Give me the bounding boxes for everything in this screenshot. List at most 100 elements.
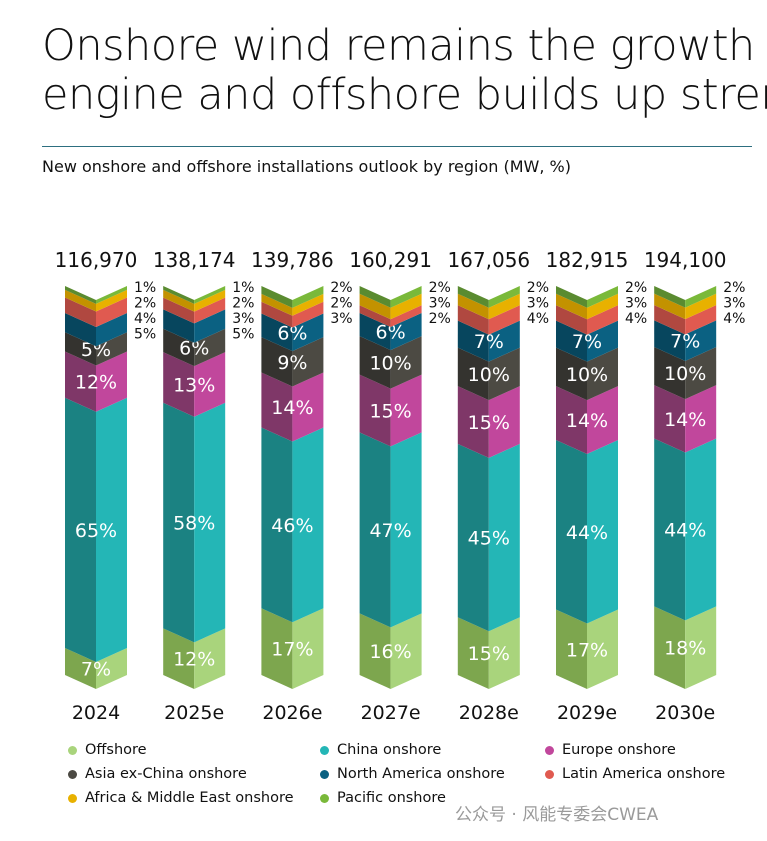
- bar-segment-right: [685, 438, 717, 621]
- segment-label: 15%: [369, 400, 411, 422]
- legend-label: North America onshore: [337, 766, 505, 782]
- segment-label: 44%: [566, 522, 608, 544]
- bar-segment-left: [556, 293, 587, 320]
- legend-label: Asia ex-China onshore: [85, 766, 247, 782]
- bar-segment-right: [488, 293, 520, 320]
- legend-item: Offshore: [68, 742, 147, 758]
- segment-label: 58%: [173, 513, 215, 535]
- segment-label: 7%: [81, 659, 111, 681]
- legend-item: Asia ex-China onshore: [68, 766, 247, 782]
- bar-segment-right: [390, 374, 422, 447]
- bar-segment-left: [359, 432, 391, 628]
- bar-segment-left: [654, 606, 686, 689]
- segment-label: 14%: [566, 410, 608, 432]
- legend-item: North America onshore: [320, 766, 505, 782]
- bar-segment-right: [292, 337, 324, 387]
- bar-segment-left: [359, 286, 391, 308]
- outside-segment-label: 4%: [527, 311, 549, 327]
- bar-segment-right: [96, 286, 127, 304]
- bar-segment-right: [96, 648, 127, 689]
- bar-segment-right: [96, 297, 127, 327]
- bar-segment-left: [163, 297, 195, 324]
- bar-segment-right: [292, 301, 324, 328]
- bar-segment-left: [556, 386, 587, 455]
- total-label: 167,056: [447, 248, 530, 272]
- bar-segment-left: [457, 320, 489, 362]
- segment-label: 47%: [369, 520, 411, 542]
- bar-segment-left: [457, 443, 489, 632]
- title-line-2: engine and offshore builds up strength: [42, 70, 767, 120]
- outside-segment-label: 4%: [723, 311, 745, 327]
- bar-segment-left: [65, 351, 96, 412]
- legend-label: China onshore: [337, 742, 442, 758]
- bar-segment-right: [488, 286, 520, 308]
- outside-segment-label: 2%: [429, 311, 451, 327]
- title-divider: [42, 146, 752, 147]
- segment-label: 14%: [664, 409, 706, 431]
- bar-segment-right: [194, 402, 226, 643]
- legend-swatch: [545, 745, 554, 755]
- bar-segment-right: [96, 332, 127, 366]
- segment-label: 17%: [566, 639, 608, 661]
- bar-segment-right: [488, 320, 520, 362]
- legend-label: Latin America onshore: [562, 766, 726, 782]
- segment-label: 6%: [179, 337, 209, 359]
- bar-segment-left: [163, 352, 195, 417]
- bar-segment-left: [457, 386, 489, 458]
- title-line-1: Onshore wind remains the growth: [42, 21, 755, 71]
- bar-segment-left: [163, 328, 195, 367]
- legend-item: China onshore: [320, 742, 441, 758]
- bar-segment-right: [685, 286, 717, 308]
- segment-label: 18%: [664, 638, 706, 660]
- bar-segment-left: [457, 286, 489, 308]
- bar-segment-right: [488, 617, 520, 689]
- chart-title: Onshore wind remains the growth engine a…: [42, 22, 767, 120]
- bar-segment-left: [457, 617, 489, 689]
- outside-segment-label: 4%: [134, 311, 156, 327]
- legend-label: Europe onshore: [562, 742, 676, 758]
- total-label: 194,100: [644, 248, 727, 272]
- bar-segment-right: [194, 289, 226, 312]
- bar-segment-right: [292, 293, 324, 316]
- bar-segment-left: [359, 336, 391, 389]
- bar-segment-left: [556, 347, 587, 401]
- bar-segment-right: [685, 293, 717, 320]
- bar-segment-right: [292, 608, 324, 689]
- outside-segment-label: 3%: [527, 296, 549, 312]
- bar-segment-left: [65, 289, 96, 312]
- bar-segment-left: [654, 320, 686, 362]
- outside-segment-label: 5%: [134, 327, 156, 343]
- bar-segment-right: [96, 289, 127, 312]
- year-label: 2030e: [655, 702, 715, 724]
- bar-segment-left: [261, 301, 293, 328]
- segment-label: 15%: [468, 412, 510, 434]
- bar-segment-left: [654, 438, 686, 621]
- bar-segment-right: [587, 286, 618, 308]
- outside-segment-label: 2%: [429, 280, 451, 296]
- legend-item: Latin America onshore: [545, 766, 725, 782]
- bar-segment-left: [163, 402, 195, 643]
- bar-segment-right: [194, 286, 226, 304]
- bar-segment-left: [261, 427, 293, 623]
- bar-segment-right: [390, 305, 422, 327]
- segment-label: 16%: [369, 641, 411, 663]
- bar-segment-left: [359, 293, 391, 320]
- bar-segment-right: [96, 397, 127, 663]
- outside-segment-label: 3%: [232, 311, 254, 327]
- total-label: 160,291: [349, 248, 432, 272]
- legend-label: Offshore: [85, 742, 147, 758]
- bar-segment-left: [163, 628, 195, 689]
- legend-label: Africa & Middle East onshore: [85, 790, 294, 806]
- bar-segment-right: [587, 293, 618, 320]
- bar-segment-right: [194, 328, 226, 367]
- outside-segment-label: 2%: [134, 296, 156, 312]
- bar-segment-right: [292, 286, 324, 308]
- outside-segment-label: 2%: [625, 280, 647, 296]
- segment-label: 45%: [468, 528, 510, 550]
- bar-segment-left: [65, 312, 96, 347]
- bar-segment-right: [96, 312, 127, 347]
- segment-label: 14%: [271, 397, 313, 419]
- bar-segment-left: [359, 613, 391, 689]
- bar-segment-right: [685, 385, 717, 453]
